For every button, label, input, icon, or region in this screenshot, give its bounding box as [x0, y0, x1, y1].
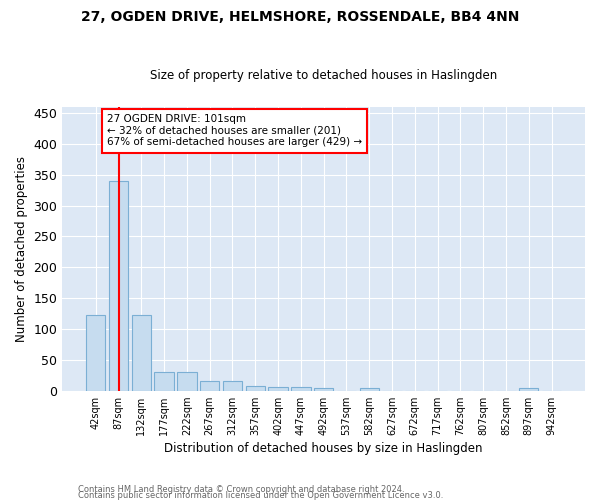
- X-axis label: Distribution of detached houses by size in Haslingden: Distribution of detached houses by size …: [164, 442, 483, 455]
- Bar: [200, 381, 220, 390]
- Bar: [223, 381, 242, 390]
- Bar: [519, 388, 538, 390]
- Bar: [86, 316, 106, 390]
- Bar: [359, 388, 379, 390]
- Bar: [268, 387, 288, 390]
- Title: Size of property relative to detached houses in Haslingden: Size of property relative to detached ho…: [150, 69, 497, 82]
- Text: 27 OGDEN DRIVE: 101sqm
← 32% of detached houses are smaller (201)
67% of semi-de: 27 OGDEN DRIVE: 101sqm ← 32% of detached…: [107, 114, 362, 148]
- Bar: [177, 372, 197, 390]
- Bar: [291, 387, 311, 390]
- Bar: [245, 386, 265, 390]
- Text: Contains public sector information licensed under the Open Government Licence v3: Contains public sector information licen…: [78, 491, 443, 500]
- Bar: [314, 388, 334, 390]
- Text: Contains HM Land Registry data © Crown copyright and database right 2024.: Contains HM Land Registry data © Crown c…: [78, 484, 404, 494]
- Text: 27, OGDEN DRIVE, HELMSHORE, ROSSENDALE, BB4 4NN: 27, OGDEN DRIVE, HELMSHORE, ROSSENDALE, …: [81, 10, 519, 24]
- Bar: [131, 315, 151, 390]
- Bar: [109, 181, 128, 390]
- Y-axis label: Number of detached properties: Number of detached properties: [15, 156, 28, 342]
- Bar: [154, 372, 174, 390]
